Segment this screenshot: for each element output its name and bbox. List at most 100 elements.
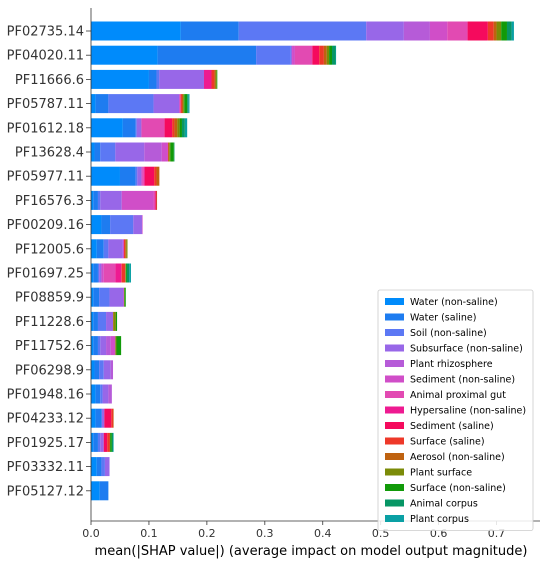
bar-segment-pf08859-9-s5: [123, 287, 125, 307]
bar-segment-pf01612-18-s3: [136, 118, 142, 138]
bar-segment-pf12005-6-s11: [126, 239, 128, 259]
legend-entry-label: Plant corpus: [410, 514, 469, 525]
legend-entry-label: Surface (non-saline): [410, 483, 506, 494]
y-tick-label: PF11228.6: [15, 315, 84, 330]
bar-segment-pf01612-18-s13: [181, 118, 185, 138]
bar-segment-pf05127-12-s1: [99, 481, 109, 501]
bar-segment-pf05977-11-s10: [156, 166, 160, 186]
bar-segment-pf11752-6-s1: [93, 336, 98, 356]
bar-segment-pf06298-9-s2: [99, 360, 104, 380]
bar-segment-pf01697-25-s1: [93, 263, 98, 283]
bar-segment-pf11666-6-s12: [216, 69, 218, 89]
bar-segment-pf04020-11-s2: [256, 45, 291, 65]
bar-segment-pf05787-11-s12: [184, 94, 188, 114]
bar-segment-pf01697-25-s7: [115, 263, 122, 283]
legend-swatch: [385, 344, 404, 352]
bar-segment-pf05787-11-s14: [188, 94, 190, 114]
bar-segment-pf04020-11-s5: [292, 45, 295, 65]
bar-segment-pf04233-12-s10: [113, 408, 114, 428]
bar-segment-pf12005-6-s3: [108, 239, 123, 259]
bar-segment-pf08859-9-s2: [99, 287, 110, 307]
legend-entry-label: Sediment (saline): [410, 421, 494, 432]
bar-segment-pf05977-11-s7: [143, 166, 145, 186]
y-tick-label: PF12005.6: [15, 242, 84, 257]
legend-swatch: [385, 391, 404, 398]
bar-segment-pf01612-18-s10: [174, 118, 178, 138]
bar-segment-pf02735-14-s6: [447, 21, 468, 41]
bar-segment-pf01697-25-s9: [121, 263, 126, 283]
bar-segment-pf05787-11-s8: [180, 94, 181, 114]
bar-segment-pf08859-9-s12: [124, 287, 126, 307]
bar-segment-pf08859-9-s0: [91, 287, 94, 307]
legend-entry-label: Water (non-saline): [410, 297, 498, 308]
bar-segment-pf03332-11-s3: [104, 457, 110, 477]
bar-segment-pf01697-25-s14: [129, 263, 131, 283]
y-tick-label: PF08859.9: [15, 291, 84, 306]
bar-segment-pf05787-11-s9: [180, 94, 182, 114]
bar-segment-pf16576-3-s10: [156, 190, 158, 210]
bar-segment-pf01948-16-s3: [102, 384, 109, 404]
bar-segment-pf01697-25-s5: [101, 263, 104, 283]
bar-segment-pf02735-14-s8: [467, 21, 488, 41]
y-tick-label: PF01925.17: [7, 436, 84, 451]
legend-swatch: [385, 375, 404, 383]
bar-segment-pf16576-3-s0: [91, 190, 94, 210]
bar-segment-pf04233-12-s3: [102, 408, 105, 428]
bar-segment-pf01612-18-s11: [177, 118, 180, 138]
bar-segment-pf16576-3-s1: [93, 190, 98, 210]
legend: Water (non-saline) Water (saline) Soil (no…: [377, 289, 534, 531]
bar-segment-pf00209-16-s0: [91, 215, 102, 235]
legend-entry-label: Aerosol (non-saline): [410, 452, 505, 463]
bar-segment-pf11752-6-s3: [100, 336, 107, 356]
bar-segment-pf08859-9-s1: [93, 287, 100, 307]
bar-segment-pf01697-25-s8: [121, 263, 122, 283]
y-tick-label: PF04233.12: [7, 412, 84, 427]
bar-segment-pf05787-11-s13: [187, 94, 189, 114]
bar-segment-pf02735-14-s9: [487, 21, 494, 41]
bar-segment-pf04233-12-s1: [95, 408, 102, 428]
bars-layer: [91, 21, 514, 501]
bar-segment-pf11752-6-s11: [115, 336, 117, 356]
bar-segment-pf11752-6-s5: [110, 336, 116, 356]
bar-segment-pf11752-6-s0: [91, 336, 94, 356]
bar-segment-pf02735-14-s12: [501, 21, 507, 41]
bar-segment-pf04020-11-s13: [332, 45, 336, 65]
bar-segment-pf02735-14-s13: [506, 21, 512, 41]
legend-swatch: [385, 406, 404, 414]
bar-segment-pf05787-11-s10: [181, 94, 184, 114]
bar-segment-pf12005-6-s9: [124, 239, 126, 259]
y-tick-label: PF01612.18: [7, 121, 84, 136]
y-tick-label: PF11666.6: [15, 73, 84, 88]
bar-segment-pf11228-6-s0: [91, 311, 94, 331]
bar-segment-pf12005-6-s1: [96, 239, 104, 259]
bar-segment-pf02735-14-s11: [496, 21, 502, 41]
bar-segment-pf16576-3-s2: [97, 190, 101, 210]
bar-segment-pf01612-18-s9: [172, 118, 175, 138]
bar-segment-pf12005-6-s10: [125, 239, 127, 259]
legend-entry-label: Animal proximal gut: [410, 390, 506, 401]
y-tick-label: PF01697.25: [7, 267, 84, 282]
bar-segment-pf08859-9-s3: [109, 287, 124, 307]
bar-segment-pf00209-16-s3: [133, 215, 142, 235]
bar-segment-pf04020-11-s11: [326, 45, 330, 65]
bar-segment-pf13628-4-s4: [144, 142, 162, 162]
bar-segment-pf01697-25-s12: [125, 263, 127, 283]
bar-segment-pf05127-12-s0: [91, 481, 100, 501]
y-axis: PF02735.14 PF04020.11 PF11666.6 PF05787.11 P…: [7, 8, 92, 521]
legend-swatch: [385, 298, 404, 305]
bar-segment-pf03332-11-s0: [91, 457, 97, 477]
bar-segment-pf13628-4-s12: [170, 142, 174, 162]
bar-segment-pf05787-11-s1: [95, 94, 109, 114]
x-tick-label: 0.4: [314, 527, 332, 540]
bar-segment-pf11228-6-s1: [93, 311, 98, 331]
y-tick-label: PF04020.11: [7, 49, 84, 64]
bar-segment-pf11666-6-s1: [148, 69, 157, 89]
legend-swatch: [385, 422, 404, 429]
bar-segment-pf11752-6-s2: [97, 336, 101, 356]
bar-segment-pf04233-12-s9: [111, 408, 114, 428]
bar-segment-pf11228-6-s10: [113, 311, 114, 331]
bar-segment-pf01925-17-s1: [93, 432, 98, 452]
bar-segment-pf13628-4-s6: [167, 142, 169, 162]
x-tick-label: 0.2: [198, 527, 216, 540]
bar-segment-pf00209-16-s5: [141, 215, 143, 235]
